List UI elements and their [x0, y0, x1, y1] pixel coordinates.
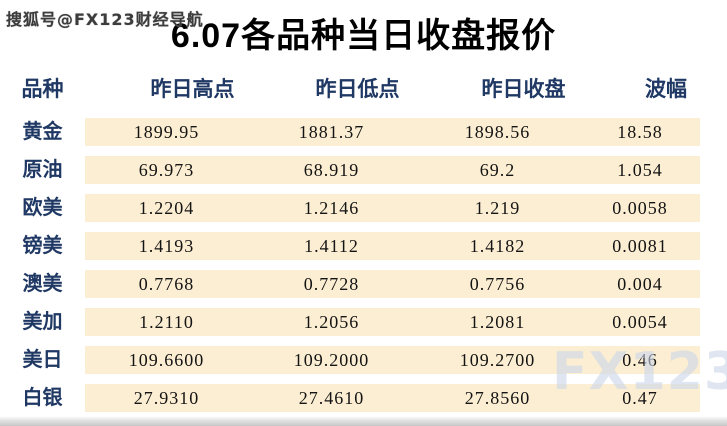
table-row-usdcad: 美加 1.2110 1.2056 1.2081 0.0054: [0, 308, 727, 336]
cell-prev-high: 0.7768: [138, 273, 195, 294]
cell-prev-low: 27.4610: [298, 387, 365, 408]
cell-range: 0.0054: [612, 311, 668, 332]
row-band: 109.6600 109.2000 109.2700 0.46: [85, 346, 700, 374]
cell-range: 0.004: [617, 273, 663, 294]
cell-prev-close: 27.8560: [464, 387, 531, 408]
cell-prev-high: 69.973: [138, 159, 195, 180]
row-label: 美日: [22, 349, 63, 371]
row-label: 白银: [22, 387, 63, 409]
cell-range: 0.47: [622, 387, 658, 408]
row-label: 黄金: [22, 121, 63, 143]
cell-range: 0.46: [622, 349, 658, 370]
cell-prev-close: 1.4182: [469, 235, 526, 256]
cell-prev-low: 68.919: [303, 159, 360, 180]
cell-prev-close: 1898.56: [464, 121, 531, 142]
row-band: 27.9310 27.4610 27.8560 0.47: [85, 384, 700, 412]
column-header-prev-low: 昨日低点: [315, 77, 400, 101]
row-band: 69.973 68.919 69.2 1.054: [85, 156, 700, 184]
row-band: 1.2110 1.2056 1.2081 0.0054: [85, 308, 700, 336]
row-label: 澳美: [22, 273, 63, 295]
table-row-audusd: 澳美 0.7768 0.7728 0.7756 0.004: [0, 270, 727, 298]
cell-prev-high: 109.6600: [128, 349, 205, 370]
table-row-gold: 黄金 1899.95 1881.37 1898.56 18.58: [0, 118, 727, 146]
fx123-logo-watermark: FX123: [552, 342, 727, 402]
column-header-range: 波幅: [645, 77, 687, 101]
cell-prev-close: 1.2081: [469, 311, 526, 332]
table-header-row: 品种 昨日高点 昨日低点 昨日收盘 波幅: [0, 68, 727, 108]
cell-prev-low: 1.2056: [303, 311, 360, 332]
quotes-table: 品种 昨日高点 昨日低点 昨日收盘 波幅 黄金 1899.95 1881.37 …: [0, 68, 727, 422]
table-row-eurusd: 欧美 1.2204 1.2146 1.219 0.0058: [0, 194, 727, 222]
row-label: 原油: [22, 159, 63, 181]
column-header-product: 品种: [21, 77, 64, 101]
column-header-prev-high: 昨日高点: [150, 77, 235, 101]
table-row-crude-oil: 原油 69.973 68.919 69.2 1.054: [0, 156, 727, 184]
cell-prev-high: 1.4193: [138, 235, 195, 256]
cell-prev-high: 1899.95: [133, 121, 200, 142]
row-label: 美加: [22, 311, 63, 333]
cell-range: 0.0058: [612, 197, 668, 218]
cell-prev-close: 69.2: [479, 159, 516, 180]
cell-range: 0.0081: [612, 235, 668, 256]
cell-prev-high: 1.2204: [138, 197, 195, 218]
row-band: 0.7768 0.7728 0.7756 0.004: [85, 270, 700, 298]
table-row-silver: 白银 27.9310 27.4610 27.8560 0.47: [0, 384, 727, 412]
column-header-prev-close: 昨日收盘: [481, 77, 566, 101]
cell-prev-low: 1.4112: [304, 235, 359, 256]
cell-prev-close: 0.7756: [469, 273, 526, 294]
table-body: 黄金 1899.95 1881.37 1898.56 18.58 原油 69.9…: [0, 118, 727, 412]
row-band: 1.4193 1.4112 1.4182 0.0081: [85, 232, 700, 260]
cell-prev-low: 109.2000: [293, 349, 370, 370]
cell-range: 18.58: [617, 121, 663, 142]
bottom-gray-bar: [0, 416, 727, 426]
cell-range: 1.054: [617, 159, 663, 180]
table-header-values: 昨日高点 昨日低点 昨日收盘 波幅: [111, 73, 726, 103]
cell-prev-low: 1881.37: [298, 121, 365, 142]
row-label: 镑美: [22, 235, 63, 257]
cell-prev-high: 1.2110: [139, 311, 194, 332]
row-label: 欧美: [22, 197, 63, 219]
row-band: 1899.95 1881.37 1898.56 18.58: [85, 118, 700, 146]
page-title: 6.07各品种当日收盘报价: [170, 17, 557, 55]
table-row-usdjpy: 美日 109.6600 109.2000 109.2700 0.46: [0, 346, 727, 374]
table-row-gbpusd: 镑美 1.4193 1.4112 1.4182 0.0081: [0, 232, 727, 260]
cell-prev-close: 1.219: [474, 197, 521, 218]
sohu-account-watermark: 搜狐号@FX123财经导航: [6, 10, 204, 29]
cell-prev-high: 27.9310: [133, 387, 200, 408]
cell-prev-close: 109.2700: [459, 349, 536, 370]
row-band: 1.2204 1.2146 1.219 0.0058: [85, 194, 700, 222]
cell-prev-low: 0.7728: [303, 273, 360, 294]
cell-prev-low: 1.2146: [303, 197, 360, 218]
